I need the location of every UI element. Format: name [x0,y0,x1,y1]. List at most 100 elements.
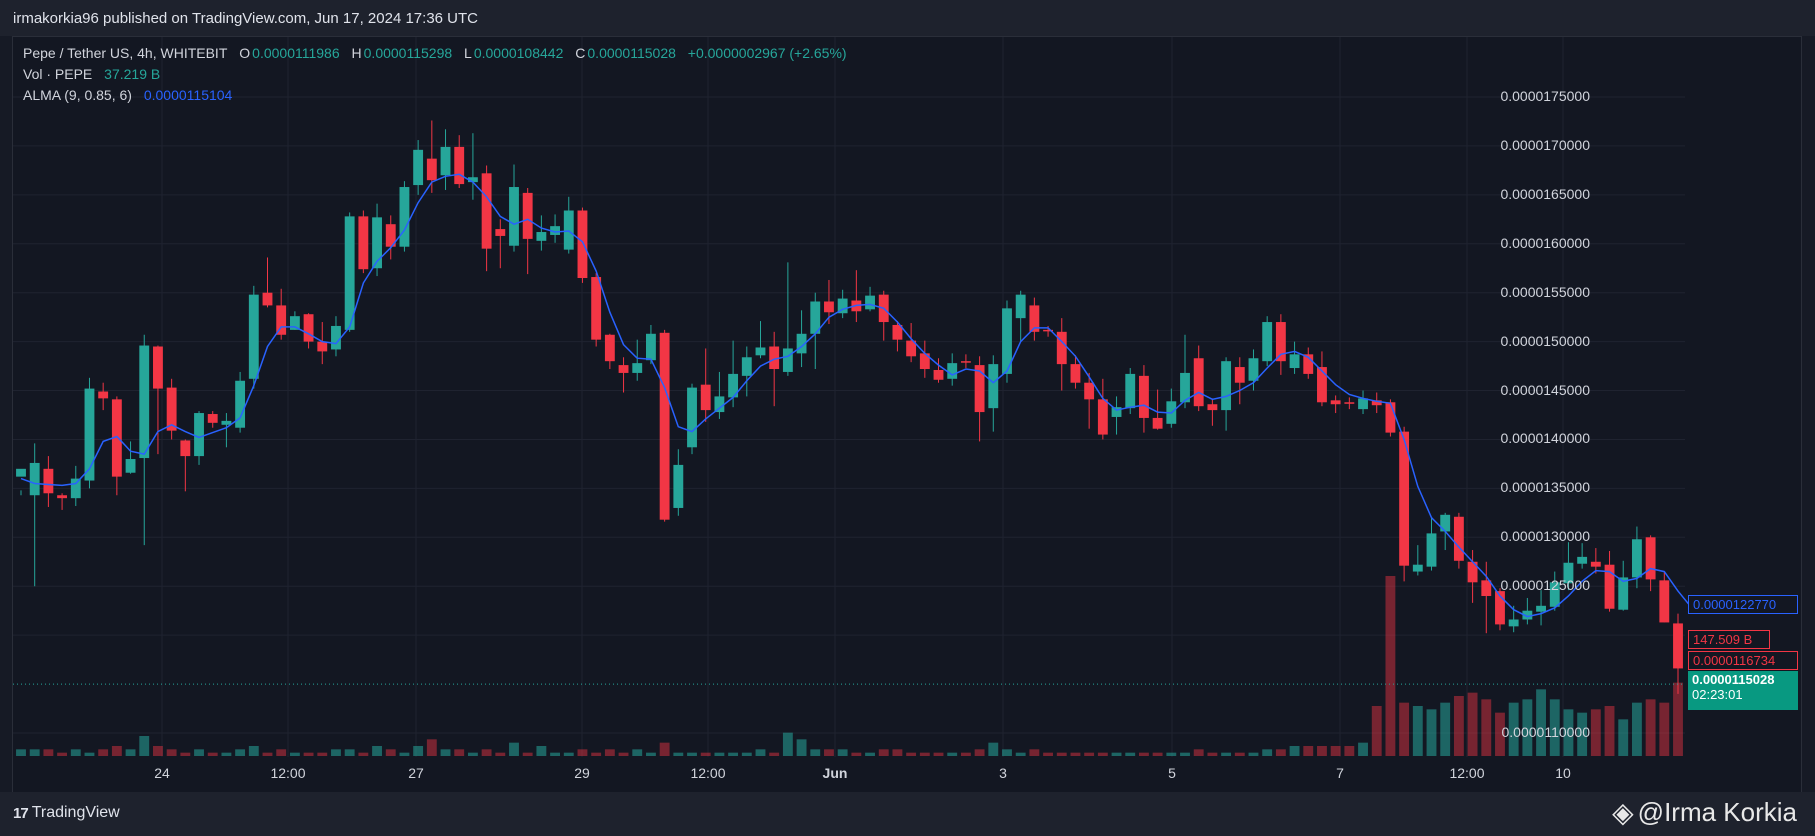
volume-bar [1207,752,1218,756]
candle-body [331,325,341,350]
candle-body [84,388,95,481]
volume-bar [1508,702,1519,756]
volume-bar [618,752,629,756]
open-label: O [239,45,251,61]
volume-legend: Vol · PEPE 37.219 B [23,66,162,82]
candle-body [796,333,807,354]
candle-body [16,468,26,477]
candle-body [1426,533,1437,567]
symbol-title[interactable]: Pepe / Tether US, 4h, WHITEBIT [23,45,228,61]
candle-body [235,380,246,428]
symbol-legend: Pepe / Tether US, 4h, WHITEBIT O 0.000011… [23,45,849,61]
alma-label[interactable]: ALMA (9, 0.85, 6) [23,87,132,103]
candle-body [317,341,328,352]
volume-bar [1577,712,1588,756]
price-tick-label: 0.0000110000 [1501,723,1591,740]
volume-bar [1440,702,1451,756]
volume-bar [1125,752,1136,756]
candle-body [1125,373,1136,409]
volume-bar [1453,696,1464,756]
volume-bar [139,736,150,756]
volume-bar [16,749,26,756]
time-tick-label: 5 [1168,765,1176,781]
volume-bar [289,752,300,756]
candle-body [303,314,314,342]
candle-body [1536,605,1546,612]
volume-bar [1317,746,1327,756]
volume-bar [632,749,643,756]
volume-bar [1604,706,1615,756]
candle-body [1303,354,1314,374]
candle-body [180,440,191,457]
candle-body [1659,580,1670,623]
candle-body [1043,329,1053,332]
volume-bar [1549,699,1560,756]
last-price-tag: 0.0000115028 02:23:01 [1688,671,1798,710]
candle-body [139,345,150,459]
candle-body [1152,417,1163,429]
candle-body [865,295,875,310]
candle-body [125,459,136,473]
volume-bar [1138,752,1149,756]
volume-label[interactable]: Vol · PEPE [23,66,93,82]
candle-body [577,210,588,279]
publisher-info: irmakorkia96 published on TradingView.co… [13,10,478,27]
volume-bar [194,749,204,756]
volume-bar [974,749,985,756]
candle-body [481,173,492,249]
price-tick-label: 0.0000125000 [1500,577,1590,594]
volume-bar [755,749,766,756]
volume-bar [700,752,711,756]
volume-bar [29,749,40,756]
candle-body [892,324,903,340]
volume-bar [1111,752,1122,756]
price-tick-label: 0.0000175000 [1500,88,1590,104]
volume-bar [1618,719,1629,756]
volume-bar [714,752,725,756]
volume-bar [344,749,355,756]
tradingview-brand-label: TradingView [31,804,120,821]
volume-bar [1166,752,1177,756]
candle-body [563,210,574,250]
volume-bar [1399,702,1410,756]
candle-body [289,316,300,330]
candle-body [194,413,204,457]
candle-body [440,146,451,176]
candle-body [782,348,793,372]
volume-bar [1330,746,1341,756]
volume-bar [1262,749,1273,756]
volume-bar [331,749,341,756]
volume-bar [180,752,191,756]
price-tick-label: 0.0000145000 [1500,381,1590,398]
candle-body [1193,358,1204,407]
volume-bar [1659,702,1670,756]
candle-body [604,334,615,362]
volume-bar [70,749,81,756]
volume-bar [372,746,382,756]
candle-body [509,187,519,246]
volume-bar [495,752,506,756]
volume-bar [1467,692,1478,756]
candle-body [1590,561,1601,567]
chart-pane[interactable] [12,36,1802,794]
price-tick-label: 0.0000170000 [1500,136,1590,153]
candle-body [1029,305,1040,332]
close-label: C [575,45,586,61]
candle-body [1111,407,1122,417]
volume-bar [317,752,328,756]
candle-body [454,146,465,185]
volume-bar [1385,576,1396,756]
volume-value: 37.219 B [104,66,161,82]
volume-bar [1002,749,1012,756]
tradingview-brand[interactable]: 17 TradingView [13,804,120,822]
candle-body [906,340,917,357]
time-tick-label: 10 [1555,765,1571,781]
candle-body [1317,367,1327,403]
volume-bar [399,752,410,756]
watermark-text: @Irma Korkia [1637,797,1797,827]
candle-body [1070,364,1081,383]
candle-body [618,365,629,373]
volume-bar [1481,699,1492,756]
candle-body [1056,331,1067,365]
